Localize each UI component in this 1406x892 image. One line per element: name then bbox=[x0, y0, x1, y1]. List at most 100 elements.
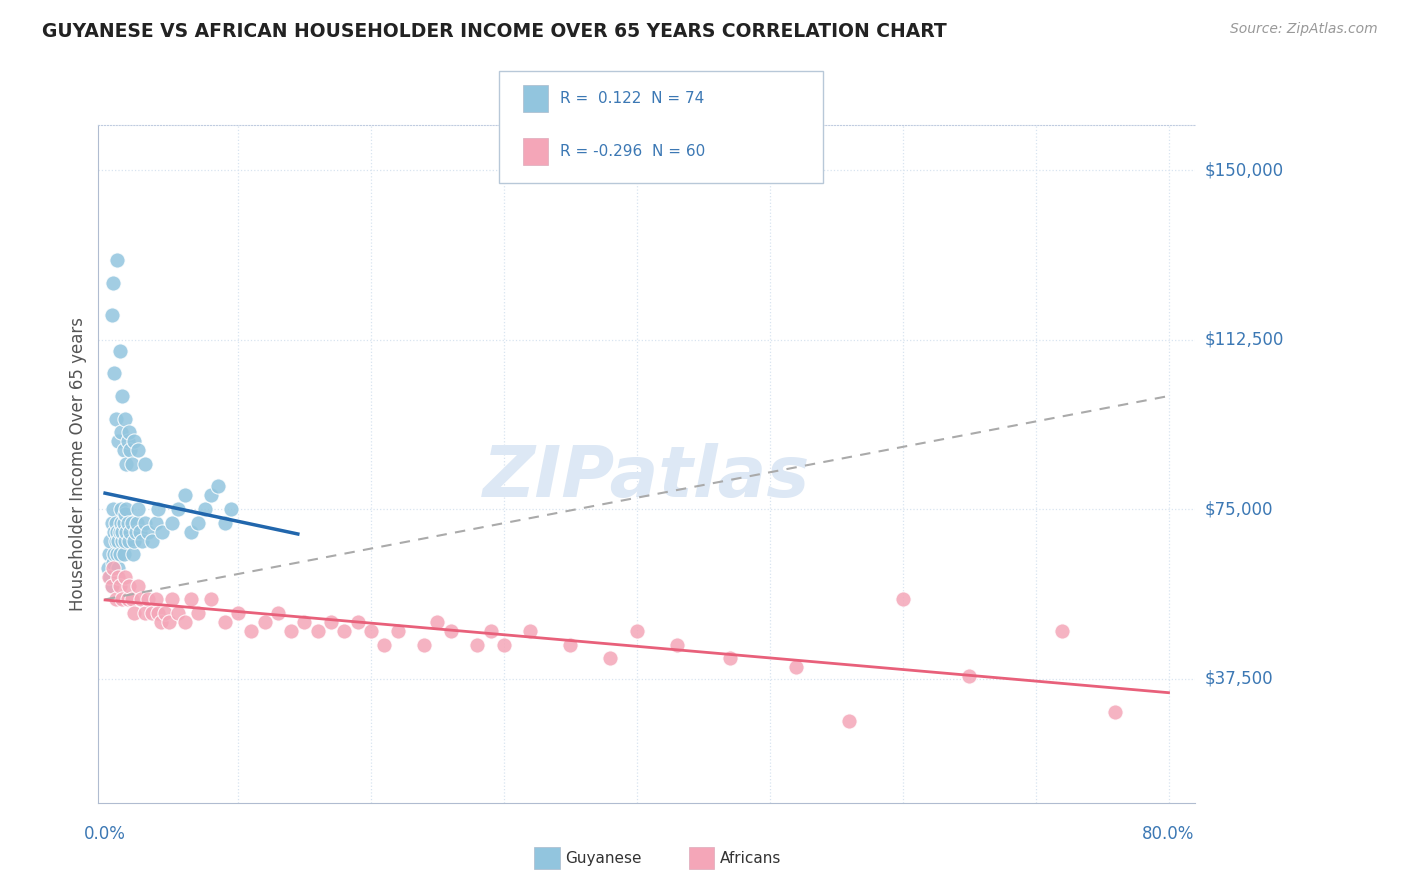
Point bbox=[129, 592, 152, 607]
Point bbox=[294, 615, 316, 629]
Point bbox=[118, 579, 141, 593]
Point bbox=[110, 502, 132, 516]
Point bbox=[346, 615, 368, 629]
Text: Africans: Africans bbox=[720, 851, 782, 865]
Point bbox=[253, 615, 276, 629]
Point bbox=[97, 561, 120, 575]
Point bbox=[127, 579, 149, 593]
Point bbox=[519, 624, 541, 638]
Point bbox=[1104, 706, 1126, 720]
Point bbox=[105, 547, 128, 561]
Point bbox=[118, 425, 141, 440]
Point bbox=[200, 488, 222, 502]
Point bbox=[111, 592, 134, 607]
Point bbox=[440, 624, 463, 638]
Point bbox=[373, 638, 395, 652]
Point bbox=[100, 579, 122, 593]
Point bbox=[111, 524, 134, 539]
Point bbox=[167, 502, 190, 516]
Point bbox=[1050, 624, 1073, 638]
Text: ZIPatlas: ZIPatlas bbox=[484, 443, 810, 512]
Point bbox=[98, 570, 121, 584]
Point bbox=[599, 651, 621, 665]
Point bbox=[108, 343, 131, 358]
Point bbox=[465, 638, 488, 652]
Point bbox=[131, 533, 153, 548]
Point bbox=[107, 533, 129, 548]
Point bbox=[112, 443, 135, 458]
Point bbox=[122, 547, 145, 561]
Point bbox=[360, 624, 382, 638]
Point bbox=[117, 434, 139, 449]
Point bbox=[319, 615, 342, 629]
Point bbox=[108, 579, 131, 593]
Point bbox=[104, 592, 127, 607]
Point bbox=[413, 638, 436, 652]
Point bbox=[148, 502, 170, 516]
Point bbox=[117, 592, 139, 607]
Point bbox=[101, 556, 124, 570]
Point bbox=[492, 638, 515, 652]
Point bbox=[107, 570, 129, 584]
Point bbox=[115, 524, 138, 539]
Point bbox=[134, 457, 156, 471]
Point bbox=[112, 516, 135, 530]
Text: $37,500: $37,500 bbox=[1205, 670, 1274, 688]
Point bbox=[101, 502, 124, 516]
Point bbox=[120, 443, 142, 458]
Point bbox=[128, 524, 150, 539]
Point bbox=[114, 507, 136, 521]
Text: $75,000: $75,000 bbox=[1205, 500, 1274, 518]
Point bbox=[838, 714, 860, 729]
Text: Guyanese: Guyanese bbox=[565, 851, 641, 865]
Point bbox=[100, 579, 122, 593]
Point bbox=[107, 561, 129, 575]
Point bbox=[426, 615, 449, 629]
Text: R = -0.296  N = 60: R = -0.296 N = 60 bbox=[560, 145, 704, 159]
Point bbox=[124, 524, 146, 539]
Point bbox=[180, 524, 202, 539]
Point bbox=[957, 669, 980, 683]
Point bbox=[124, 606, 146, 620]
Point bbox=[125, 516, 148, 530]
Point bbox=[114, 533, 136, 548]
Point bbox=[107, 434, 129, 449]
Point bbox=[100, 308, 122, 322]
Point bbox=[114, 570, 136, 584]
Point bbox=[387, 624, 409, 638]
Text: $112,500: $112,500 bbox=[1205, 331, 1284, 349]
Y-axis label: Householder Income Over 65 years: Householder Income Over 65 years bbox=[69, 317, 87, 611]
Point bbox=[141, 533, 163, 548]
Point bbox=[115, 502, 138, 516]
Point bbox=[718, 651, 741, 665]
Point bbox=[120, 524, 142, 539]
Point bbox=[150, 524, 173, 539]
Point bbox=[157, 615, 180, 629]
Point bbox=[101, 276, 124, 290]
Point bbox=[665, 638, 688, 652]
Point bbox=[124, 533, 146, 548]
Point bbox=[221, 502, 243, 516]
Text: GUYANESE VS AFRICAN HOUSEHOLDER INCOME OVER 65 YEARS CORRELATION CHART: GUYANESE VS AFRICAN HOUSEHOLDER INCOME O… bbox=[42, 22, 946, 41]
Point bbox=[214, 615, 236, 629]
Point bbox=[100, 516, 122, 530]
Point bbox=[626, 624, 648, 638]
Point bbox=[160, 516, 183, 530]
Point bbox=[333, 624, 356, 638]
Point bbox=[110, 425, 132, 440]
Point bbox=[134, 606, 156, 620]
Point bbox=[214, 516, 236, 530]
Text: 0.0%: 0.0% bbox=[84, 825, 127, 844]
Point bbox=[100, 533, 122, 548]
Point bbox=[105, 253, 128, 268]
Point bbox=[891, 592, 914, 607]
Point bbox=[136, 524, 159, 539]
Point bbox=[118, 533, 141, 548]
Point bbox=[101, 561, 124, 575]
Point bbox=[105, 524, 128, 539]
Point bbox=[479, 624, 502, 638]
Point bbox=[145, 516, 167, 530]
Text: $150,000: $150,000 bbox=[1205, 161, 1284, 179]
Point bbox=[112, 547, 135, 561]
Text: 80.0%: 80.0% bbox=[1142, 825, 1195, 844]
